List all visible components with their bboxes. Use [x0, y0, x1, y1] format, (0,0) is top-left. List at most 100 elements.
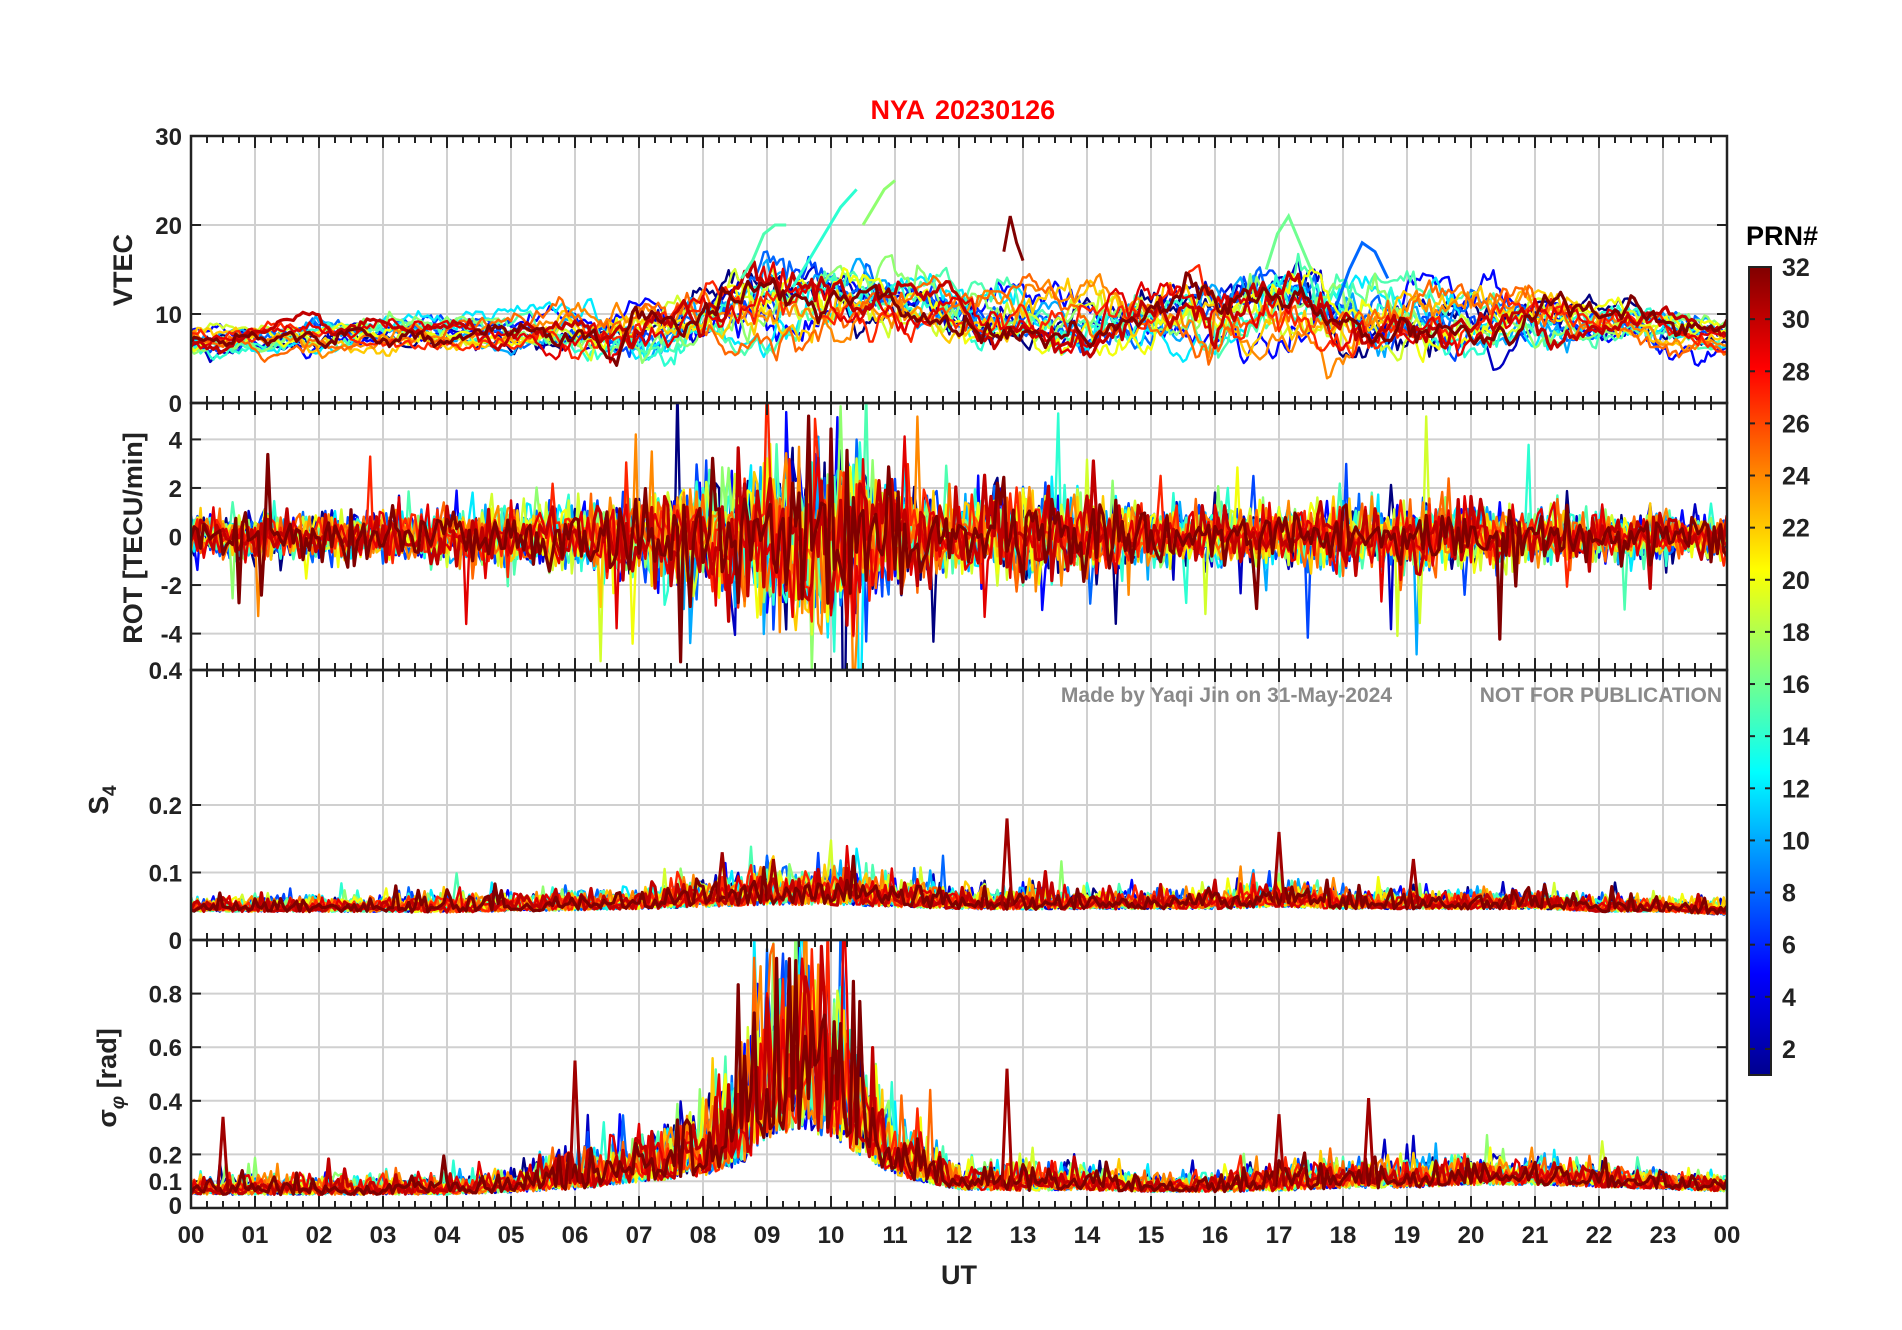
colorbar-tick-label: 14 — [1782, 723, 1810, 751]
x-tick-label: 17 — [1266, 1222, 1293, 1249]
highlight-series-prn-17 — [861, 179, 896, 226]
x-tick-label: 00 — [1714, 1222, 1741, 1249]
x-tick-label: 11 — [882, 1222, 907, 1249]
spike-mark — [1272, 831, 1286, 903]
panel-rot: -4 -2 0 2 4 0 — [161, 391, 1729, 672]
series-group — [191, 818, 1727, 917]
x-tick-label: 14 — [1074, 1222, 1101, 1249]
panel-frame — [189, 938, 1729, 1210]
y-tick-label: -4 — [161, 622, 183, 649]
svg-text:S4: S4 — [83, 785, 121, 815]
x-tick-label: 21 — [1522, 1222, 1549, 1249]
spike-mark — [766, 858, 780, 900]
y-tick-label: 0.1 — [149, 861, 182, 888]
y-tick-label-top: 0 — [169, 928, 182, 955]
series-line-prn-25 — [191, 272, 1727, 366]
series-line-prn-32 — [191, 956, 1727, 1197]
series-line-prn-30 — [191, 446, 1727, 627]
spike-mark — [1272, 1114, 1286, 1187]
colorbar-tick-label: 24 — [1782, 463, 1810, 491]
spike-mark — [1000, 818, 1014, 907]
series-line-prn-32 — [191, 854, 1727, 916]
series-line-prn-15 — [191, 252, 1727, 359]
spike-mark — [568, 1060, 582, 1184]
x-tick-label: 13 — [1010, 1222, 1037, 1249]
watermark-author: Made by Yaqi Jin on 31-May-2024 — [1061, 684, 1392, 707]
spike-mark — [1362, 1098, 1376, 1184]
spike-mark — [216, 1116, 230, 1193]
series-group — [191, 940, 1727, 1197]
x-tick-label: 05 — [498, 1222, 525, 1249]
x-tick-label: 07 — [626, 1222, 653, 1249]
y-tick-label: 30 — [155, 124, 182, 151]
x-tick-label: 19 — [1394, 1222, 1421, 1249]
colorbar-tick-label: 18 — [1782, 619, 1810, 647]
colorbar-tick-label: 28 — [1782, 358, 1810, 386]
colorbar-gradient — [1748, 266, 1772, 1076]
y-tick-label: 10 — [155, 302, 182, 329]
chart-title-date: 20230126 — [935, 95, 1055, 125]
svg-text:σφ [rad]: σφ [rad] — [92, 1028, 129, 1127]
x-tick-label: 02 — [306, 1222, 333, 1249]
y-tick-label: 0.4 — [149, 1089, 183, 1116]
x-tick-label: 04 — [434, 1222, 461, 1249]
x-tick-label: 09 — [754, 1222, 781, 1249]
y-tick-label: 0.8 — [149, 982, 182, 1009]
y-tick-label: 0 — [169, 525, 182, 552]
colorbar-tick-label: 10 — [1782, 827, 1810, 855]
series-line-prn-32 — [191, 414, 1727, 664]
series-group — [191, 179, 1727, 380]
colorbar-tick-label: 20 — [1782, 567, 1810, 595]
x-tick-label: 20 — [1458, 1222, 1485, 1249]
y-tick-label: 0.1 — [149, 1169, 182, 1196]
panel-vtec: 10 20 30 — [155, 124, 1729, 405]
x-tick-label: 23 — [1650, 1222, 1677, 1249]
x-tick-label: 15 — [1138, 1222, 1165, 1249]
ylabel-s4: S4 — [83, 785, 121, 815]
series-line-prn-32 — [191, 271, 1727, 367]
series-line-prn-30 — [191, 260, 1727, 359]
y-tick-label-bottom: 0 — [169, 1193, 182, 1220]
colorbar-tick-label: 32 — [1782, 254, 1810, 282]
y-tick-label: 2 — [169, 476, 182, 503]
colorbar-tick-label: 26 — [1782, 410, 1810, 438]
y-tick-label: 0.2 — [149, 793, 182, 820]
x-tick-label: 08 — [690, 1222, 717, 1249]
x-tick-label: 03 — [370, 1222, 397, 1249]
panel-sigma-phi: 0.10.2 0.4 0.6 0.8 0 0 — [149, 928, 1729, 1220]
y-tick-label-top: 0 — [169, 391, 182, 418]
series-line-prn-29 — [191, 435, 1727, 636]
y-tick-label: 0.6 — [149, 1035, 182, 1062]
colorbar-tick-label: 30 — [1782, 306, 1810, 334]
highlight-series-prn-14 — [791, 188, 858, 289]
x-tick-label: 16 — [1202, 1222, 1229, 1249]
colorbar-title: PRN# — [1746, 221, 1818, 251]
y-tick-label-top: 0.4 — [149, 658, 183, 685]
chart-title-station: NYA — [870, 95, 925, 125]
x-tick-label: 22 — [1586, 1222, 1613, 1249]
x-tick-label: 10 — [818, 1222, 845, 1249]
x-axis-tick-labels: 00 01 02 03 04 05 06 07 08 09 10 11 12 13 14 15 16 17 18 19… — [178, 1222, 1741, 1249]
x-tick-label: 18 — [1330, 1222, 1357, 1249]
colorbar-tick-label: 6 — [1782, 932, 1796, 960]
colorbar-tick-label: 16 — [1782, 671, 1810, 699]
spike-mark — [1406, 858, 1420, 907]
spike-mark — [715, 852, 729, 903]
highlight-series-prn-16 — [1264, 212, 1313, 271]
colorbar-tick-label: 22 — [1782, 515, 1810, 543]
colorbar-tick-label: 2 — [1782, 1036, 1796, 1064]
watermark-notice: NOT FOR PUBLICATION — [1480, 684, 1722, 707]
x-axis-label: UT — [941, 1260, 977, 1290]
y-tick-label: 20 — [155, 213, 182, 240]
y-tick-label: 0.2 — [149, 1142, 182, 1169]
ylabel-sigma-phi: σφ [rad] — [92, 1028, 129, 1127]
x-tick-label: 00 — [178, 1222, 205, 1249]
colorbar-tick-label: 12 — [1782, 775, 1810, 803]
colorbar-tick-label: 8 — [1782, 880, 1796, 908]
ylabel-vtec: VTEC — [108, 234, 138, 306]
y-tick-label: 4 — [169, 427, 183, 454]
spike-mark — [1000, 1068, 1014, 1187]
colorbar-tick-label: 4 — [1782, 984, 1796, 1012]
